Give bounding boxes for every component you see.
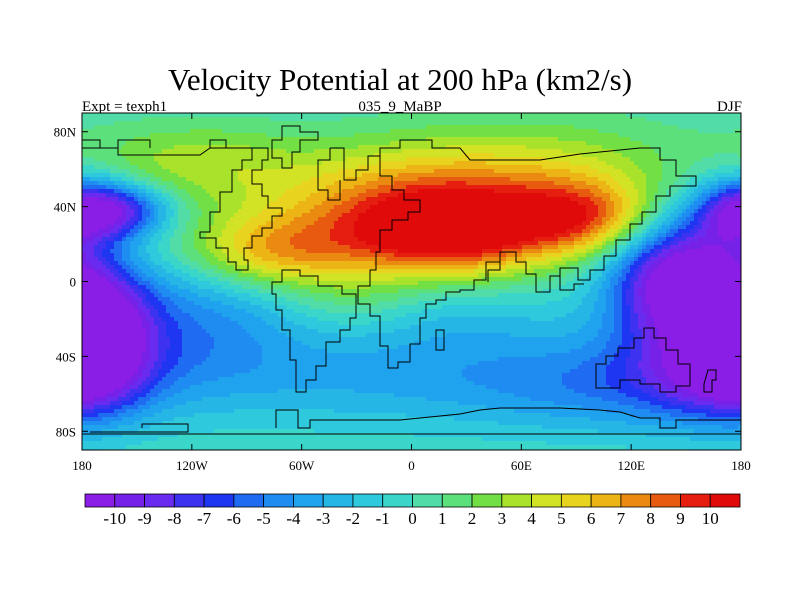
colorbar-swatch — [352, 493, 384, 508]
colorbar-swatch — [441, 493, 473, 508]
x-tick-label: 60W — [289, 458, 315, 473]
colorbar-label: 9 — [676, 509, 685, 528]
colorbar-label: -5 — [257, 509, 271, 528]
coastline-madagascar — [435, 329, 445, 351]
field-shading — [82, 113, 741, 450]
colorbar-label: 0 — [408, 509, 417, 528]
coastline-india — [487, 252, 501, 282]
colorbar-label: -1 — [376, 509, 390, 528]
colorbar-swatch — [84, 493, 116, 508]
colorbar-label: 2 — [468, 509, 477, 528]
coastline-eurasia-africa — [357, 139, 697, 369]
x-tick-label: 0 — [408, 458, 415, 473]
colorbar-swatch — [709, 493, 741, 508]
experiment-label: Expt = texph1 — [82, 99, 168, 115]
coastline-antarctica — [82, 407, 741, 435]
x-tick-label: 180 — [72, 458, 92, 473]
longitude-ticks: 180 120W 60W 0 60E 120E 180 — [72, 113, 751, 473]
colorbar-swatch — [203, 493, 235, 508]
coastline-new-zealand — [703, 369, 717, 393]
y-tick-label: 80N — [54, 125, 77, 140]
colorbar-label: 4 — [527, 509, 536, 528]
colorbar-label: -2 — [346, 509, 360, 528]
y-tick-label: 0 — [70, 275, 77, 290]
colorbar-swatch — [471, 493, 503, 508]
colorbar-swatch — [382, 493, 413, 508]
colorbar-label: -10 — [103, 509, 126, 528]
x-tick-label: 60E — [511, 458, 532, 473]
coastline-indonesia — [559, 276, 584, 291]
colorbar-label: -4 — [286, 509, 301, 528]
coastline-south-america — [271, 269, 357, 393]
map-title: Velocity Potential at 200 hPa (km2/s) — [167, 62, 633, 97]
colorbar-swatch — [501, 493, 532, 508]
x-tick-label: 120W — [176, 458, 209, 473]
latitude-ticks: 80N 40N 0 40S 80S — [54, 125, 741, 439]
coastline-australia — [595, 327, 691, 393]
colorbar-swatch — [293, 493, 324, 508]
colorbar-label: 7 — [617, 509, 626, 528]
run-label: 035_9_MaBP — [358, 99, 442, 115]
colorbar-label: -8 — [167, 509, 181, 528]
coastline-arctic-canada — [82, 139, 227, 148]
y-tick-label: 80S — [56, 424, 76, 439]
colorbar-swatch — [263, 493, 294, 508]
y-tick-label: 40N — [54, 200, 77, 215]
colorbar-label: 1 — [438, 509, 447, 528]
colorbar-swatch — [620, 493, 652, 508]
coastlines — [82, 125, 741, 435]
coastline-north-america — [82, 147, 283, 271]
colorbar-label: -9 — [137, 509, 151, 528]
colorbar-label: 5 — [557, 509, 566, 528]
colorbar-swatch — [680, 493, 711, 508]
season-label: DJF — [716, 99, 742, 115]
colorbar-label: -3 — [316, 509, 330, 528]
colorbar-label: -7 — [197, 509, 212, 528]
colorbar-swatch — [531, 493, 562, 508]
colorbar-swatch — [322, 493, 354, 508]
colorbar-label: 8 — [646, 509, 655, 528]
x-tick-label: 180 — [731, 458, 751, 473]
colorbar-swatch — [144, 493, 175, 508]
colorbar-label: 3 — [498, 509, 507, 528]
colorbar-swatch — [650, 493, 681, 508]
colorbar-swatch — [590, 493, 622, 508]
y-tick-label: 40S — [56, 349, 76, 364]
colorbar: -10 -9 -8 -7 -6 -5 -4 -3 -2 -1 0 1 2 3 4 5 6 7 8 9 10 — [84, 493, 741, 528]
colorbar-swatch — [412, 493, 443, 508]
coastline-greenland — [271, 125, 319, 169]
colorbar-label: 10 — [702, 509, 719, 528]
colorbar-label: -6 — [227, 509, 241, 528]
colorbar-swatch — [173, 493, 205, 508]
colorbar-swatch — [114, 493, 145, 508]
colorbar-swatch — [560, 493, 592, 508]
coastline-scandinavia — [317, 147, 380, 201]
colorbar-swatch — [233, 493, 265, 508]
colorbar-label: 6 — [587, 509, 596, 528]
x-tick-label: 120E — [617, 458, 645, 473]
